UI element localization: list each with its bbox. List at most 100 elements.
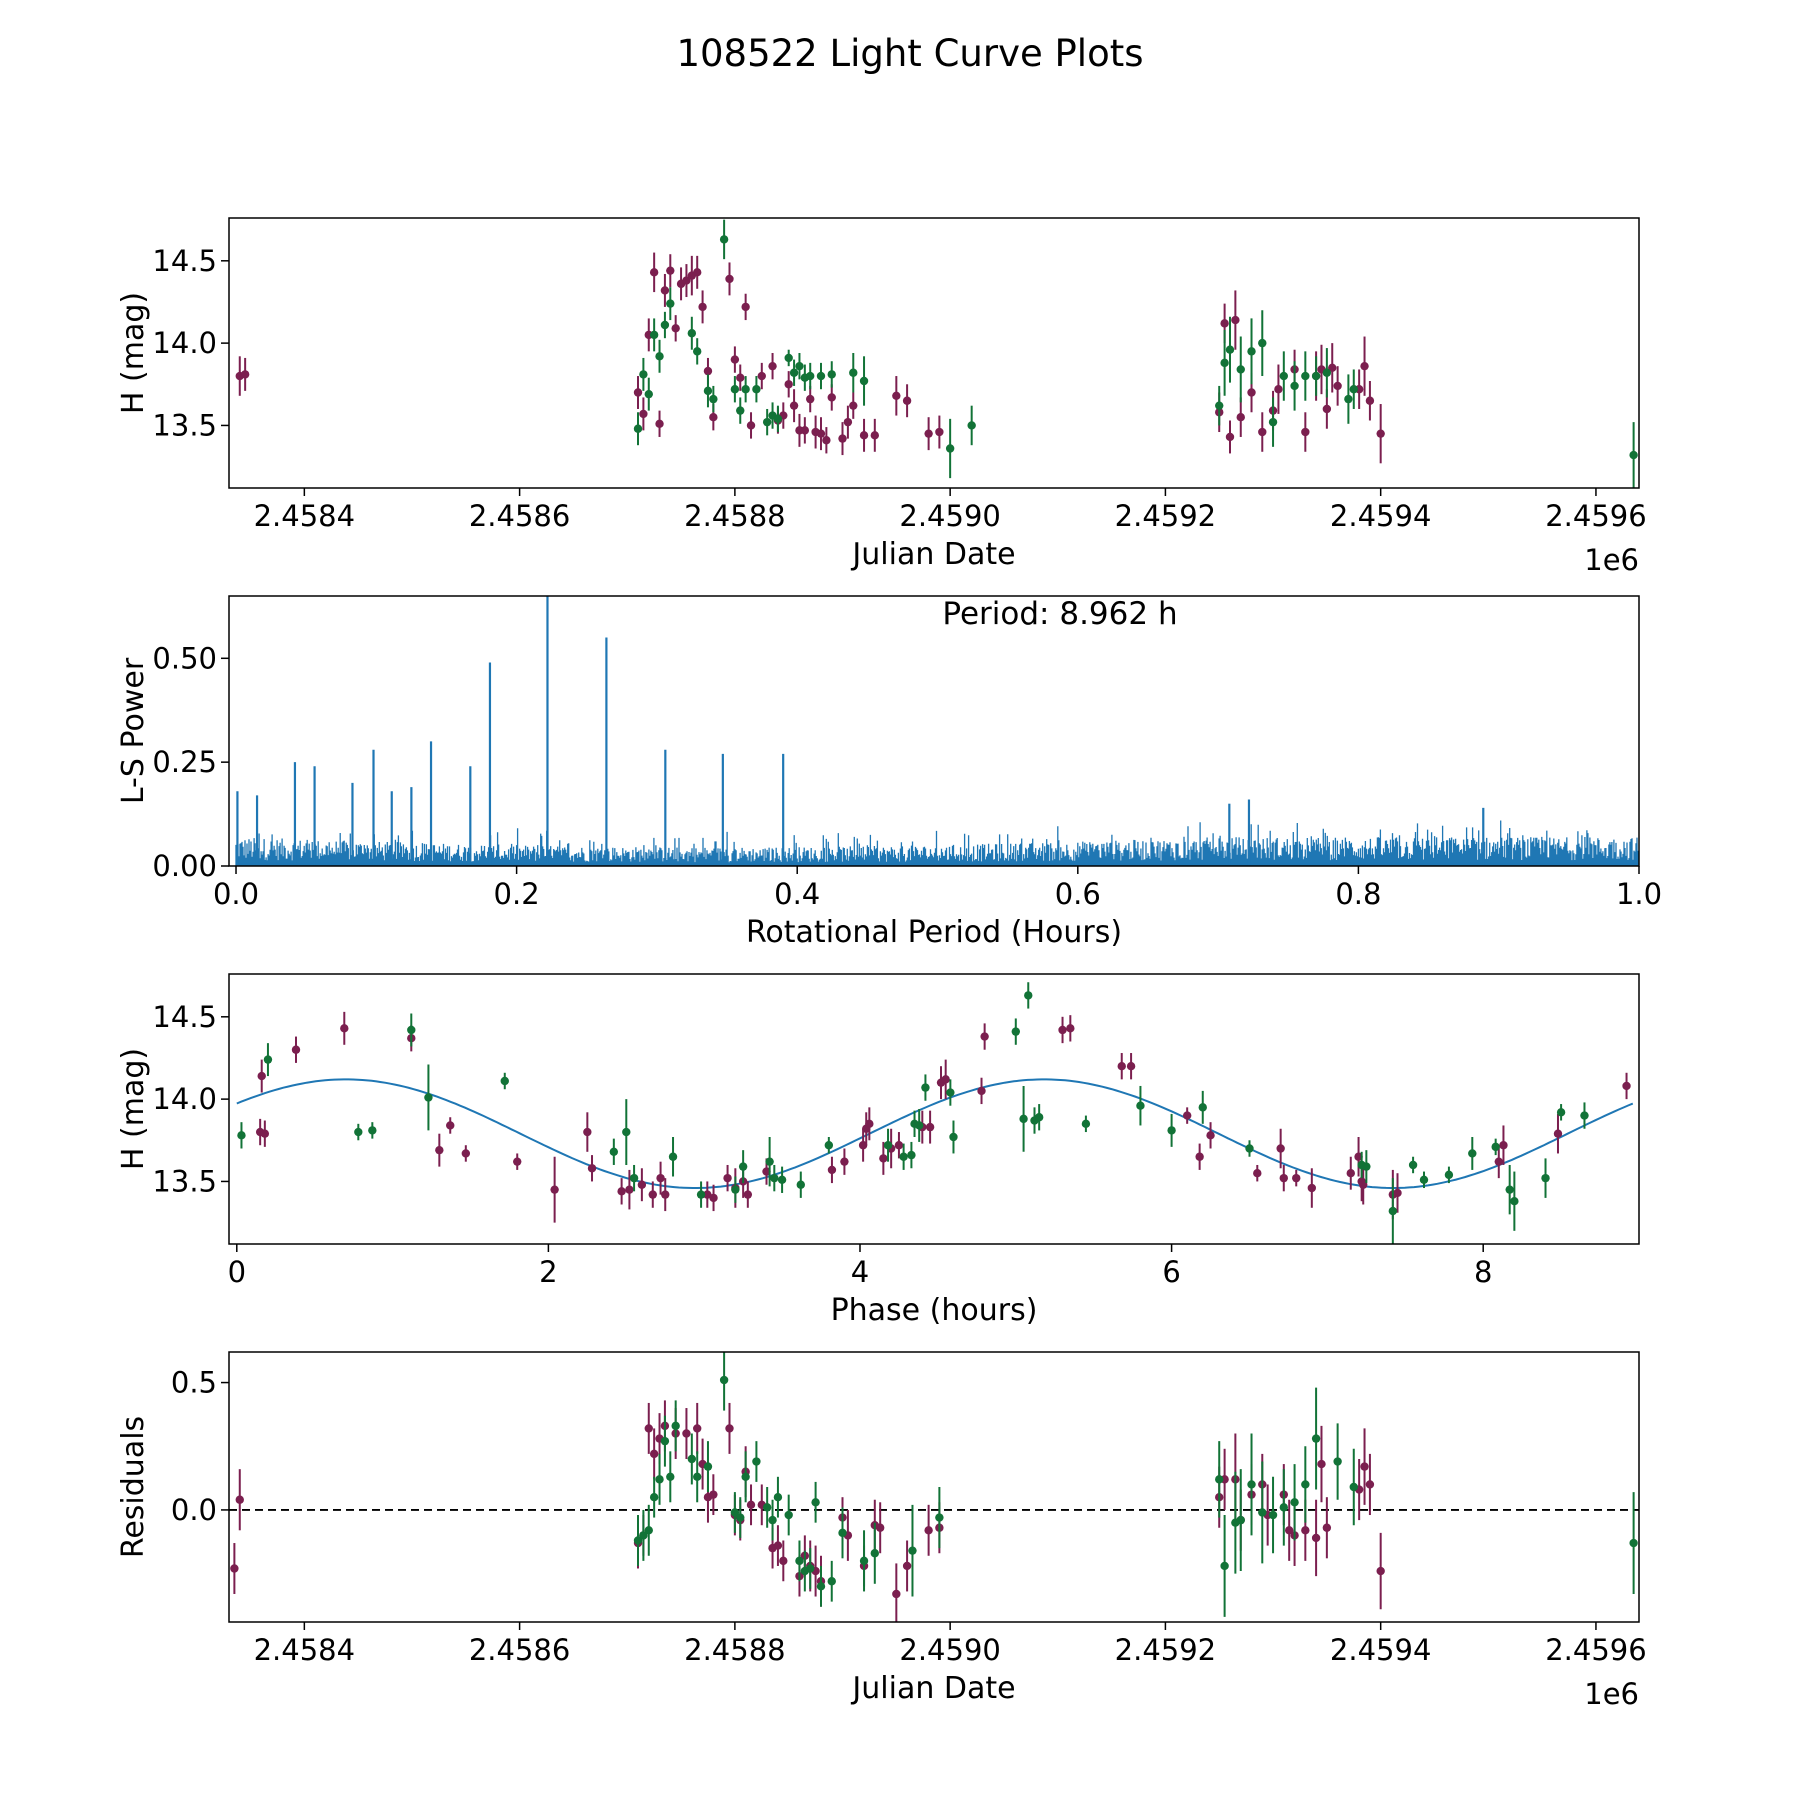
phase-folded-point-green [622, 1127, 631, 1137]
light-curve-point-green [859, 376, 869, 386]
residuals-ticks: 2.4584 2.4586 2.4588 2.4590 2.4592 2.4594 2.45… [171, 1366, 1647, 1667]
phase-folded-point-maroon [977, 1086, 986, 1096]
phase-folded-point-maroon [762, 1167, 771, 1176]
light-curve-marks [235, 219, 1638, 488]
light-curve-point-maroon [924, 429, 933, 438]
light-curve-point-green [1349, 385, 1358, 394]
light-curve-point-green [945, 444, 955, 453]
residuals-frame [228, 1351, 1640, 1623]
residuals-xtick-label: 2.4594 [1330, 1633, 1431, 1667]
light-curve-point-green [649, 330, 659, 340]
phase-folded-point-maroon [723, 1173, 732, 1183]
light-curve-point-maroon [789, 401, 799, 410]
phase-folded-point-green [731, 1185, 740, 1194]
light-curve-ticks: 2.4584 2.4586 2.4588 2.4590 2.4592 2.4594 2.45… [152, 244, 1646, 533]
light-curve-point-green [703, 386, 713, 396]
phase-folded-point-green [1491, 1142, 1500, 1152]
residuals-point-green [644, 1526, 653, 1535]
light-curve-point-maroon [800, 426, 810, 435]
residuals-point-green [1215, 1475, 1224, 1484]
phase-folded-point-maroon [625, 1185, 634, 1194]
phase-folded-point-maroon [513, 1157, 522, 1166]
light-curve-point-green [644, 389, 653, 399]
light-curve-xtick-label: 2.4592 [1115, 499, 1216, 533]
light-curve-point-green [806, 371, 815, 381]
residuals-point-maroon [682, 1429, 691, 1438]
phase-folded-point-maroon [865, 1119, 874, 1129]
light-curve-point-maroon [655, 419, 664, 428]
residuals-point-green [784, 1510, 793, 1520]
phase-folded-ytick-label: 13.5 [152, 1164, 217, 1198]
phase-folded-point-green [1408, 1160, 1418, 1170]
phase-folded-point-maroon [587, 1164, 597, 1173]
light-curve-point-green [849, 368, 858, 377]
light-curve-xtick-label: 2.4586 [469, 499, 570, 533]
phase-folded-ylabel: H (mag) [116, 1048, 151, 1170]
light-curve-ylabel: H (mag) [116, 292, 151, 414]
residuals-point-green [838, 1528, 847, 1538]
phase-folded-point-green [796, 1180, 805, 1189]
phase-folded-point-green [354, 1127, 363, 1137]
periodogram-ytick-label: 0.00 [152, 849, 217, 883]
light-curve-point-maroon [666, 266, 675, 275]
light-curve-point-green [666, 299, 675, 308]
phase-folded-point-maroon [703, 1190, 712, 1199]
phase-folded-point-maroon [617, 1187, 626, 1196]
light-curve-point-maroon [698, 302, 707, 312]
phase-folded-xtick-label: 6 [1162, 1255, 1180, 1289]
phase-folded-point-maroon [1494, 1157, 1503, 1166]
light-curve-point-green [655, 352, 664, 361]
light-curve-xtick-label: 2.4590 [899, 499, 1000, 533]
residuals-point-green [1290, 1498, 1299, 1507]
light-curve-point-maroon [1231, 315, 1240, 325]
phase-folded-point-maroon [1346, 1169, 1355, 1178]
residuals-point-maroon [1322, 1523, 1332, 1532]
phase-folded-point-maroon [743, 1190, 753, 1199]
light-curve-point-green [1236, 365, 1245, 374]
residuals-point-green [730, 1508, 740, 1517]
phase-folded-point-green [1024, 991, 1033, 1000]
residuals-point-green [639, 1531, 648, 1540]
phase-folded-xlabel: Phase (hours) [831, 1293, 1038, 1328]
light-curve-point-maroon [816, 429, 826, 438]
light-curve-point-green [1258, 338, 1267, 348]
residuals-point-green [1333, 1457, 1342, 1466]
light-curve-point-green [967, 421, 976, 430]
phase-folded-point-green [765, 1157, 774, 1166]
residuals-point-green [671, 1421, 680, 1431]
residuals-ylabel: Residuals [116, 1416, 151, 1558]
phase-folded-point-maroon [1117, 1061, 1126, 1071]
light-curve-xtick-label: 2.4594 [1330, 499, 1431, 533]
light-curve-point-maroon [1301, 427, 1310, 437]
light-curve-point-green [1344, 394, 1353, 404]
light-curve-point-maroon [1225, 432, 1235, 442]
residuals-point-green [703, 1462, 713, 1471]
residuals-point-maroon [1317, 1459, 1326, 1469]
phase-folded-point-green [407, 1025, 416, 1035]
residuals-point-green [1220, 1561, 1229, 1571]
phase-folded-point-maroon [637, 1180, 647, 1189]
light-curve-offset-label: 1e6 [1584, 543, 1639, 577]
light-curve-point-maroon [633, 388, 643, 397]
phase-folded-point-maroon [1253, 1169, 1262, 1178]
phase-folded-point-maroon [1126, 1061, 1136, 1071]
phase-folded-point-maroon [1279, 1173, 1288, 1183]
phase-folded-point-maroon [925, 1122, 935, 1132]
residuals-point-maroon [725, 1424, 734, 1433]
phase-folded-point-maroon [446, 1121, 455, 1130]
phase-folded-point-maroon [1553, 1129, 1563, 1138]
light-curve-point-maroon [1258, 427, 1267, 437]
phase-folded-ytick-label: 14.0 [152, 1082, 217, 1116]
light-curve-point-maroon [736, 373, 745, 382]
light-curve-point-maroon [822, 436, 831, 445]
residuals-point-maroon [773, 1541, 783, 1550]
light-curve-point-maroon [671, 324, 680, 333]
light-curve-point-maroon [693, 268, 702, 277]
phase-folded-point-green [1510, 1196, 1519, 1206]
residuals-point-maroon [644, 1424, 653, 1433]
residuals-point-maroon [235, 1495, 244, 1504]
phase-folded-point-maroon [1182, 1111, 1192, 1120]
residuals-point-green [1258, 1508, 1267, 1517]
